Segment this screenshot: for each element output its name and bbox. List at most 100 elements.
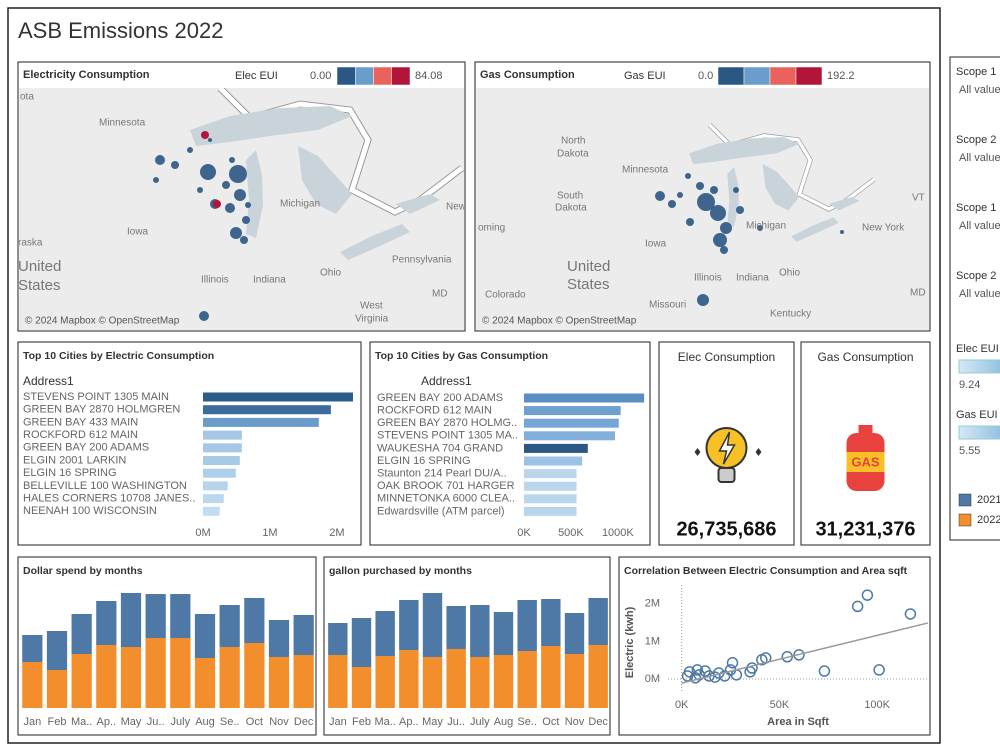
map-point — [840, 230, 844, 234]
x-tick-label: Ma.. — [71, 716, 92, 728]
legend-swatch — [717, 66, 745, 86]
map-point — [201, 131, 209, 139]
bar — [203, 494, 224, 504]
x-tick-label: Ap.. — [97, 716, 117, 728]
panel — [369, 341, 651, 546]
x-tick-label: Aug — [195, 716, 215, 728]
map-label: Indiana — [253, 275, 286, 286]
bar-segment — [120, 647, 142, 708]
bar-segment — [120, 593, 142, 647]
bar-segment — [22, 635, 43, 662]
bar-segment — [71, 614, 92, 654]
y-axis-label: Electric (kwh) — [624, 606, 636, 678]
map-label: Michigan — [746, 221, 786, 232]
map-label: Ohio — [320, 268, 342, 279]
panel — [618, 556, 931, 736]
map-point — [229, 165, 247, 183]
category-label: NEENAH 100 WISCONSIN — [23, 505, 157, 517]
scatter-point — [873, 664, 885, 676]
map-label: ota — [20, 92, 34, 103]
trend-line — [681, 622, 929, 684]
bar — [524, 418, 619, 428]
filter-label: Scope 2 — [956, 134, 996, 146]
category-label: ELGIN 16 SPRING — [377, 455, 471, 467]
slider-bar — [958, 425, 1000, 440]
bar-segment — [145, 594, 166, 638]
map-point — [208, 138, 212, 142]
map-point — [720, 246, 728, 254]
x-tick-label: 100K — [864, 699, 890, 711]
legend-swatch — [373, 66, 392, 86]
map-lake — [762, 164, 800, 211]
x-tick-label: Oct — [542, 716, 559, 728]
map-point — [697, 193, 715, 211]
map-point — [733, 187, 739, 193]
category-label: GREEN BAY 2870 HOLMG.. — [377, 417, 517, 429]
map-label: West — [360, 301, 383, 312]
map-label: Dakota — [555, 203, 587, 214]
map-point — [696, 182, 704, 190]
map-label: Ohio — [779, 268, 801, 279]
map-label: Indiana — [736, 273, 769, 284]
legend-label: 2021 — [977, 494, 1000, 506]
bar-segment — [194, 614, 216, 658]
map-lake — [298, 146, 352, 214]
bar — [524, 469, 577, 479]
category-label: HALES CORNERS 10708 JANES.. — [23, 493, 195, 505]
bar-segment — [588, 598, 608, 645]
map-label: Iowa — [127, 227, 149, 238]
bar-segment — [399, 650, 419, 708]
map-point — [713, 233, 727, 247]
x-tick-label: 500K — [558, 527, 584, 539]
map-point — [200, 164, 216, 180]
category-label: ROCKFORD 612 MAIN — [377, 405, 492, 417]
map-header — [476, 63, 929, 88]
x-tick-label: Ju.. — [447, 716, 465, 728]
panel — [17, 341, 362, 546]
legend-swatch — [958, 513, 972, 527]
bar-segment — [170, 594, 191, 638]
map-lake — [190, 106, 352, 146]
legend-swatch — [391, 66, 411, 86]
map-label: States — [567, 276, 610, 293]
category-label: Edwardsville (ATM parcel) — [377, 505, 505, 517]
bar-segment — [328, 623, 348, 655]
map-point — [197, 187, 203, 193]
slider-value: 9.24 — [959, 379, 980, 391]
map: ota Minnesota Michigan Iowa raska United State… — [19, 88, 467, 330]
map-label: North — [561, 136, 585, 147]
x-tick-label: Nov — [269, 716, 289, 728]
bar — [203, 430, 242, 440]
map-label: Michigan — [280, 199, 320, 210]
filter-label: Scope 1 — [956, 66, 996, 78]
filter-value: All values — [959, 152, 1000, 164]
legend-label: 2022 — [977, 514, 1000, 526]
legend-max: 84.08 — [415, 70, 443, 82]
map-features — [689, 123, 876, 242]
chart-title: gallon purchased by months — [329, 565, 472, 577]
x-tick-label: July — [470, 716, 490, 728]
map-label: New — [446, 202, 467, 213]
map-point — [155, 155, 165, 165]
category-label: WAUKESHA 704 GRAND — [377, 442, 503, 454]
bar-segment — [541, 599, 561, 646]
x-tick-label: 50K — [770, 699, 790, 711]
bar — [524, 494, 577, 504]
map-title: Electricity Consumption — [23, 69, 150, 81]
legend-swatch — [958, 493, 972, 507]
bar-segment — [194, 658, 216, 708]
x-tick-label: Ju.. — [147, 716, 165, 728]
chart-title: Top 10 Cities by Electric Consumption — [23, 350, 214, 362]
category-label: Staunton 214 Pearl DU/A.. — [377, 468, 507, 480]
filter-value: All values — [959, 220, 1000, 232]
kpi-value: 26,735,686 — [676, 518, 776, 540]
chart-title: Dollar spend by months — [23, 565, 143, 577]
x-tick-label: Dec — [588, 716, 608, 728]
map-point — [757, 225, 763, 231]
filter-label: Scope 2 — [956, 270, 996, 282]
bar-segment — [541, 646, 561, 708]
slider-label: Gas EUI — [956, 409, 998, 421]
legend-swatch — [769, 66, 797, 86]
bar-segment — [351, 618, 372, 667]
